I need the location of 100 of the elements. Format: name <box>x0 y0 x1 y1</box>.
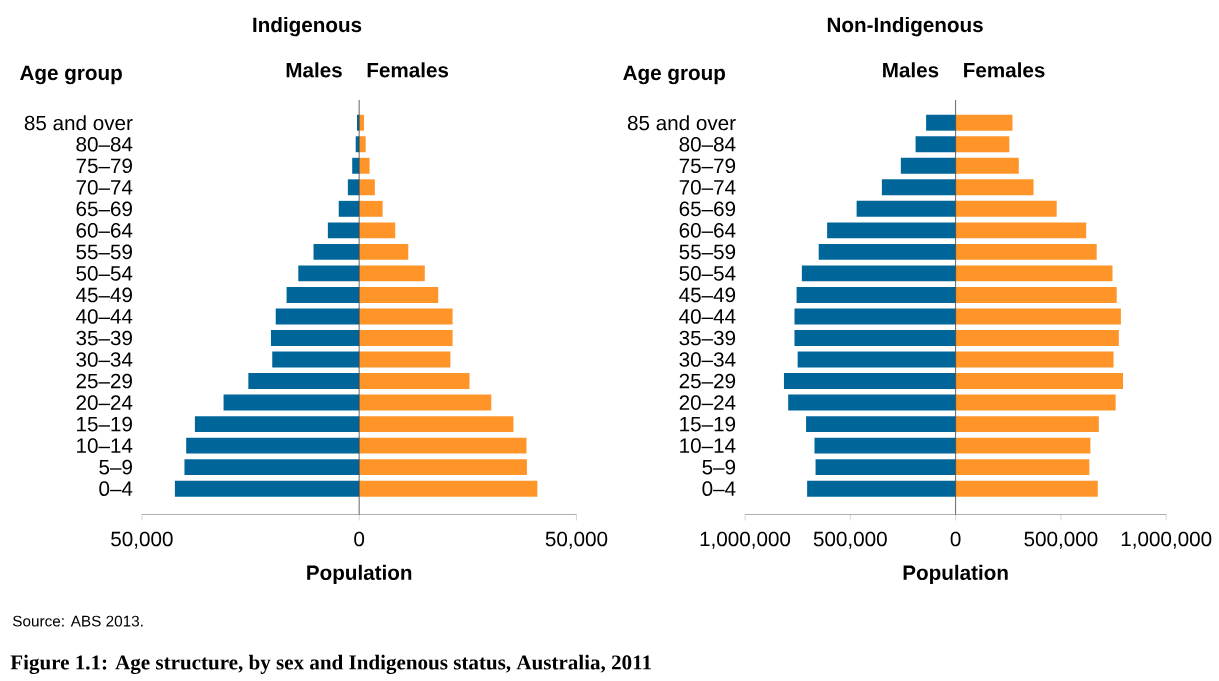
series-label: Males <box>286 62 342 78</box>
bar <box>359 222 396 239</box>
x-tick-label: 0 <box>354 531 365 547</box>
x-tick-label: 500,000 <box>1024 531 1098 549</box>
y-tick-label: 10–14 <box>77 438 133 453</box>
y-tick-label: 70–74 <box>76 179 133 195</box>
bar <box>359 265 425 282</box>
y-tick-label: 85 and over <box>627 114 736 131</box>
x-tick-label: 50,000 <box>545 531 608 549</box>
bar <box>814 437 956 454</box>
bar <box>359 437 527 454</box>
y-axis-title: Age group <box>20 65 122 85</box>
bar <box>955 415 1099 432</box>
bar <box>801 265 956 282</box>
bar <box>174 480 360 497</box>
bar <box>955 286 1117 303</box>
y-tick-label: 70–74 <box>679 179 736 195</box>
bar <box>248 372 360 389</box>
y-axis-title: Age group <box>623 65 725 85</box>
x-tick-label: 1,000,000 <box>700 531 791 549</box>
bar <box>955 200 1057 217</box>
bar <box>915 136 956 153</box>
bar <box>356 114 360 131</box>
bar <box>955 394 1116 411</box>
y-tick-label: 80–84 <box>76 136 133 152</box>
y-tick-label: 35–39 <box>76 330 132 346</box>
y-tick-label: 85 and over <box>24 114 133 131</box>
bar <box>359 286 439 303</box>
bar <box>796 286 956 303</box>
bar <box>955 372 1124 389</box>
bar <box>900 157 956 174</box>
bar <box>788 394 956 411</box>
chart-title: Non-Indigenous <box>827 16 983 37</box>
x-tick-label: 1,000,000 <box>1121 531 1212 549</box>
chart-title: Indigenous <box>253 16 362 37</box>
bar <box>359 351 451 368</box>
y-tick-label: 20–24 <box>679 395 736 410</box>
bar <box>359 459 527 475</box>
y-tick-label: 50–54 <box>76 265 133 281</box>
y-tick-label: 40–44 <box>679 308 736 324</box>
x-tick-label: 50,000 <box>111 531 173 549</box>
y-tick-label: 60–64 <box>76 222 133 238</box>
x-tick-label: 0 <box>950 531 961 547</box>
series-label: Males <box>883 62 939 78</box>
y-tick-label: 5–9 <box>702 459 736 475</box>
y-tick-label: 0–4 <box>702 481 736 496</box>
y-tick-label: 65–69 <box>679 201 736 216</box>
bar <box>955 136 1010 153</box>
y-tick-label: 20–24 <box>76 395 133 410</box>
bar <box>797 351 956 368</box>
bar <box>275 308 360 325</box>
bar <box>955 459 1090 475</box>
bar <box>286 286 360 303</box>
x-axis-title: Population <box>307 564 412 584</box>
y-tick-label: 25–29 <box>679 373 736 389</box>
y-tick-label: 35–39 <box>679 330 736 346</box>
bar <box>359 308 453 325</box>
y-tick-label: 80–84 <box>679 136 736 152</box>
bar <box>955 179 1034 196</box>
y-tick-label: 60–64 <box>679 222 736 238</box>
bar <box>352 157 360 174</box>
y-tick-label: 40–44 <box>76 308 133 324</box>
y-tick-label: 30–34 <box>679 352 736 367</box>
bar <box>955 157 1019 174</box>
bar <box>955 114 1013 131</box>
bar <box>359 243 409 260</box>
y-tick-label: 65–69 <box>76 201 132 216</box>
bar <box>955 243 1097 260</box>
y-tick-label: 5–9 <box>99 459 132 475</box>
bar <box>955 265 1113 282</box>
bar <box>807 480 956 497</box>
bar <box>270 329 360 346</box>
bar <box>926 114 956 131</box>
bar <box>313 243 360 260</box>
bar <box>359 480 538 497</box>
bar <box>856 200 956 217</box>
y-tick-label: 75–79 <box>679 158 736 173</box>
bar <box>347 179 360 196</box>
bar <box>359 200 383 217</box>
bar <box>955 308 1121 325</box>
series-label: Females <box>367 62 449 78</box>
y-tick-label: 45–49 <box>679 287 736 303</box>
bar <box>818 243 956 260</box>
bar <box>955 437 1091 454</box>
bar <box>359 415 514 432</box>
caption: Figure 1.1: Age structure, by sex and Indigenous status, Australia, 2011 <box>10 654 651 674</box>
bar <box>359 394 492 411</box>
bar <box>783 372 956 389</box>
y-tick-label: 75–79 <box>76 158 132 173</box>
bar <box>298 265 360 282</box>
bar <box>184 459 360 475</box>
y-tick-label: 15–19 <box>680 416 736 432</box>
bar <box>359 136 366 153</box>
bar <box>881 179 956 196</box>
bar <box>794 329 956 346</box>
y-tick-label: 25–29 <box>76 373 132 389</box>
bar <box>955 329 1119 346</box>
bar <box>955 222 1087 239</box>
y-tick-label: 15–19 <box>77 416 132 432</box>
bar <box>327 222 360 239</box>
